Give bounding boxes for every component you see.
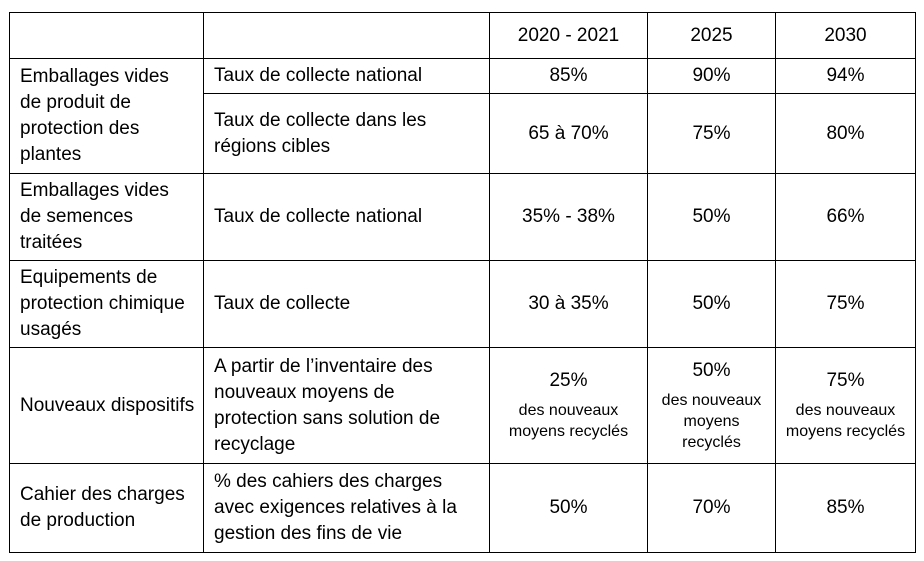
indicator-cahiers-des-charges-exigences: % des cahiers des charges avec exigences… xyxy=(203,463,490,553)
value-cell: 75% xyxy=(775,260,916,348)
header-period-2020-2021: 2020 - 2021 xyxy=(489,12,648,59)
table-row: Taux de collecte dans les régions cibles… xyxy=(10,93,916,174)
value-cell: 85% xyxy=(489,58,648,94)
value-percentage: 25% xyxy=(549,370,588,391)
header-indicator-blank xyxy=(203,12,490,59)
table-row: Emballages vides de semences traitées Ta… xyxy=(9,173,916,261)
value-cell: 50% xyxy=(489,463,648,553)
category-equipements-protection-chimique: Equipements de protection chimique usagé… xyxy=(9,260,204,348)
category-cahier-des-charges: Cahier des charges de production xyxy=(9,463,204,553)
value-cell: 90% xyxy=(647,58,776,94)
header-period-2030: 2030 xyxy=(775,12,916,59)
table-header-row: 2020 - 2021 2025 2030 xyxy=(9,12,916,59)
value-cell: 85% xyxy=(775,463,916,553)
category-emballages-protection-plantes: Emballages vides de produit de protectio… xyxy=(9,58,204,174)
value-percentage: 75% xyxy=(826,370,865,391)
value-cell: 80% xyxy=(775,93,916,174)
header-period-2025: 2025 xyxy=(647,12,776,59)
header-category-blank xyxy=(9,12,204,59)
indicator-taux-collecte: Taux de collecte xyxy=(203,260,490,348)
indicator-taux-collecte-national-2: Taux de collecte national xyxy=(203,173,490,261)
value-note: des nouveaux moyens recyclés xyxy=(508,402,629,440)
value-cell: 75% xyxy=(647,93,776,174)
value-percentage: 50% xyxy=(692,359,731,381)
category-nouveaux-dispositifs: Nouveaux dispositifs xyxy=(9,347,204,464)
value-cell: 94% xyxy=(775,58,916,94)
value-cell: 25% des nouveaux moyens recyclés xyxy=(489,347,648,464)
value-note: des nouveaux moyens recyclés xyxy=(785,402,906,440)
value-cell: 65 à 70% xyxy=(489,93,648,174)
table-row: Emballages vides de produit de protectio… xyxy=(9,58,916,174)
value-cell: 66% xyxy=(775,173,916,261)
value-cell: 50% xyxy=(647,260,776,348)
indicator-taux-collecte-national-1: Taux de collecte national xyxy=(203,58,490,94)
value-note: des nouveaux moyens recyclés xyxy=(661,391,762,451)
value-cell: 30 à 35% xyxy=(489,260,648,348)
value-cell: 50% des nouveaux moyens recyclés xyxy=(647,347,776,464)
table-row: Cahier des charges de production % des c… xyxy=(9,463,916,553)
indicator-taux-collecte-regions-cibles: Taux de collecte dans les régions cibles xyxy=(203,93,490,174)
value-cell: 50% xyxy=(647,173,776,261)
table-row: Nouveaux dispositifs A partir de l’inven… xyxy=(9,347,916,464)
value-cell: 75% des nouveaux moyens recyclés xyxy=(775,347,916,464)
category-emballages-semences-traitees: Emballages vides de semences traitées xyxy=(9,173,204,261)
collection-targets-table: 2020 - 2021 2025 2030 Emballages vides d… xyxy=(9,12,916,553)
table-row: Equipements de protection chimique usagé… xyxy=(9,260,916,348)
value-cell: 70% xyxy=(647,463,776,553)
value-cell: 35% - 38% xyxy=(489,173,648,261)
indicator-inventaire-nouveaux-moyens: A partir de l’inventaire des nouveaux mo… xyxy=(203,347,490,464)
